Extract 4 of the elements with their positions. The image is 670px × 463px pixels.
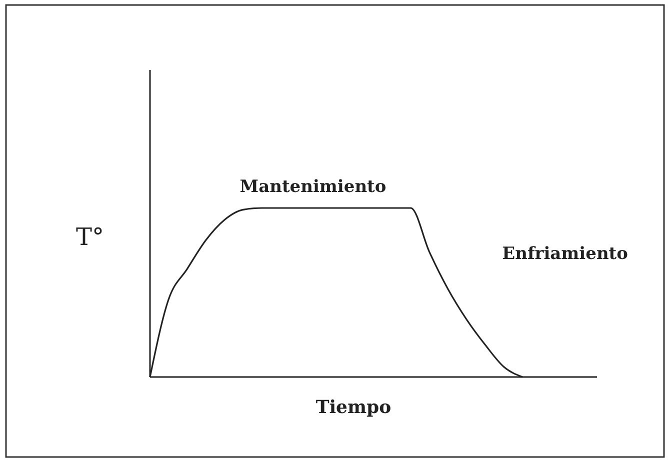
x-axis-title: Tiempo bbox=[316, 397, 392, 418]
annotation: Enfriamiento bbox=[502, 244, 628, 264]
y-axis-title: T° bbox=[76, 223, 104, 251]
text: Mantenimiento bbox=[240, 177, 386, 197]
